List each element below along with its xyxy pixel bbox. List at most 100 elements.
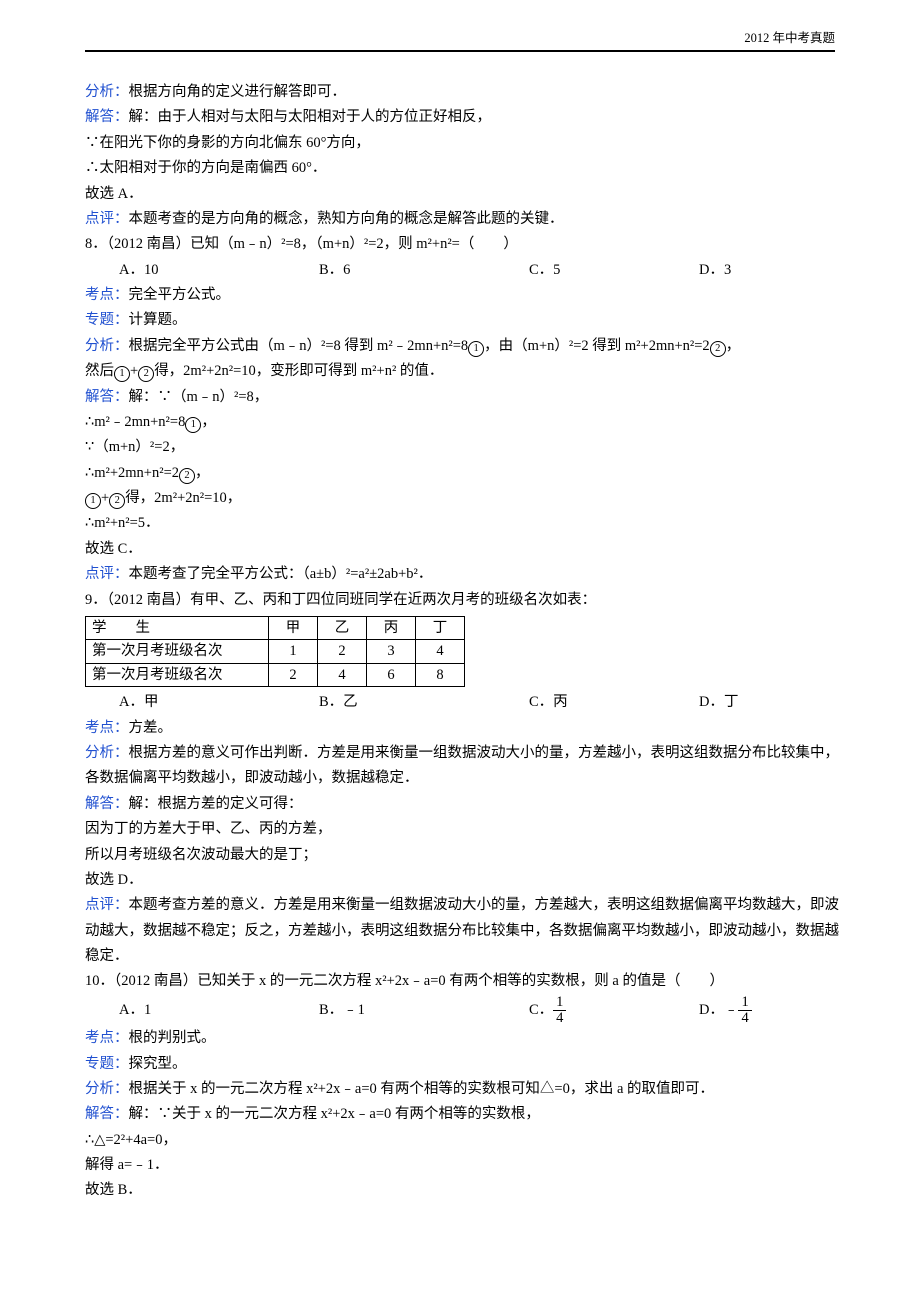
q8-zhuanti: 计算题。 xyxy=(129,312,187,328)
q8-fenxi-2a: 然后 xyxy=(85,363,114,379)
q8-opt-b: B．6 xyxy=(319,258,529,283)
circled-1-icon: 1 xyxy=(85,493,101,509)
q8-jieda-l2b: ， xyxy=(201,414,216,430)
q8-fenxi-1c: ， xyxy=(726,338,741,354)
q9-r2c1: 2 xyxy=(269,663,318,686)
q9-jieda-l4: 故选 D． xyxy=(85,868,845,893)
label-dianping: 点评： xyxy=(85,897,129,913)
q10-opt-c-pre: C． xyxy=(529,1002,553,1018)
q10-fenxi: 根据关于 x 的一元二次方程 x²+2x﹣a=0 有两个相等的实数根可知△=0，… xyxy=(129,1081,715,1097)
label-fenxi: 分析： xyxy=(85,745,129,761)
label-jieda: 解答： xyxy=(85,109,129,125)
label-fenxi: 分析： xyxy=(85,338,129,354)
label-zhuanti: 专题： xyxy=(85,1056,129,1072)
q8-opt-d: D．3 xyxy=(699,258,819,283)
q9-kaodian: 方差。 xyxy=(129,720,173,736)
label-fenxi: 分析： xyxy=(85,84,129,100)
table-row: 第一次月考班级名次 2 4 6 8 xyxy=(86,663,465,686)
q9-stem: 9．（2012 南昌）有甲、乙、丙和丁四位同班同学在近两次月考的班级名次如表： xyxy=(85,588,845,613)
q9-opt-a: A．甲 xyxy=(85,690,319,715)
q8-jieda-l3: ∵（m+n）²=2， xyxy=(85,435,845,460)
q8-fenxi-1a: 根据完全平方公式由（m﹣n）²=8 得到 m²﹣2mn+n²=8 xyxy=(129,338,469,354)
q7-jieda-l1: 解：由于人相对与太阳与太阳相对于人的方位正好相反， xyxy=(129,109,492,125)
q10-opt-d: D．﹣14 xyxy=(699,995,819,1026)
q8-kaodian: 完全平方公式。 xyxy=(129,287,231,303)
q10-jieda-l3: 解得 a=﹣1． xyxy=(85,1153,845,1178)
q9-opt-d: D．丁 xyxy=(699,690,819,715)
q10-kaodian: 根的判别式。 xyxy=(129,1030,216,1046)
q8-jieda-l4a: ∴m²+2mn+n²=2 xyxy=(85,465,179,481)
q9-r2c2: 4 xyxy=(318,663,367,686)
q7-jieda-l4: 故选 A． xyxy=(85,182,845,207)
q9-options: A．甲 B．乙 C．丙 D．丁 xyxy=(85,690,845,715)
frac-den: 4 xyxy=(553,1011,566,1026)
q8-jieda-l5b: + xyxy=(101,490,109,506)
q8-jieda-l6: ∴m²+n²=5． xyxy=(85,511,845,536)
circled-2-icon: 2 xyxy=(179,468,195,484)
label-kaodian: 考点： xyxy=(85,287,129,303)
q9-r1c1: 1 xyxy=(269,640,318,663)
q9-r2c4: 8 xyxy=(416,663,465,686)
label-fenxi: 分析： xyxy=(85,1081,129,1097)
label-jieda: 解答： xyxy=(85,1106,129,1122)
label-kaodian: 考点： xyxy=(85,720,129,736)
q9-r1c0: 第一次月考班级名次 xyxy=(86,640,269,663)
q10-opt-a: A．1 xyxy=(85,998,319,1023)
circled-1-icon: 1 xyxy=(185,417,201,433)
q10-options: A．1 B．﹣1 C．14 D．﹣14 xyxy=(85,995,845,1026)
q9-r0c0: 学 生 xyxy=(86,616,269,639)
q7-jieda-l3: ∴太阳相对于你的方向是南偏西 60°． xyxy=(85,156,845,181)
q9-dianping: 本题考查方差的意义．方差是用来衡量一组数据波动大小的量，方差越大，表明这组数据偏… xyxy=(85,897,839,964)
q9-r1c2: 2 xyxy=(318,640,367,663)
q9-opt-c: C．丙 xyxy=(529,690,699,715)
q8-fenxi-1b: ，由（m+n）²=2 得到 m²+2mn+n²=2 xyxy=(484,338,710,354)
q9-opt-b: B．乙 xyxy=(319,690,529,715)
circled-2-icon: 2 xyxy=(710,341,726,357)
q8-jieda-l5c: 得，2m²+2n²=10， xyxy=(125,490,241,506)
q9-jieda-l2: 因为丁的方差大于甲、乙、丙的方差， xyxy=(85,817,845,842)
frac-den: 4 xyxy=(738,1011,751,1026)
frac-num: 1 xyxy=(553,995,566,1011)
q9-r1c4: 4 xyxy=(416,640,465,663)
q8-jieda-l2a: ∴m²﹣2mn+n²=8 xyxy=(85,414,185,430)
q8-dianping: 本题考查了完全平方公式：（a±b）²=a²±2ab+b²． xyxy=(129,566,433,582)
content: 分析：根据方向角的定义进行解答即可． 解答：解：由于人相对与太阳与太阳相对于人的… xyxy=(85,80,845,1204)
q9-r2c3: 6 xyxy=(367,663,416,686)
table-row: 第一次月考班级名次 1 2 3 4 xyxy=(86,640,465,663)
q8-fenxi-2c: 得，2m²+2n²=10，变形即可得到 m²+n² 的值． xyxy=(154,363,443,379)
q9-r1c3: 3 xyxy=(367,640,416,663)
q8-jieda-l7: 故选 C． xyxy=(85,537,845,562)
q9-r0c4: 丁 xyxy=(416,616,465,639)
circled-2-icon: 2 xyxy=(138,366,154,382)
q8-stem: 8．（2012 南昌）已知（m﹣n）²=8，（m+n）²=2，则 m²+n²=（… xyxy=(85,232,845,257)
circled-2-icon: 2 xyxy=(109,493,125,509)
q10-jieda-l2: ∴△=2²+4a=0， xyxy=(85,1128,845,1153)
q9-r2c0: 第一次月考班级名次 xyxy=(86,663,269,686)
label-dianping: 点评： xyxy=(85,566,129,582)
q10-jieda-l4: 故选 B． xyxy=(85,1178,845,1203)
q9-r0c1: 甲 xyxy=(269,616,318,639)
fraction-icon: 14 xyxy=(738,995,751,1026)
q8-opt-a: A．10 xyxy=(85,258,319,283)
label-jieda: 解答： xyxy=(85,389,129,405)
q7-jieda-l2: ∵在阳光下你的身影的方向北偏东 60°方向， xyxy=(85,131,845,156)
fraction-icon: 14 xyxy=(553,995,566,1026)
q7-dianping: 本题考查的是方向角的概念，熟知方向角的概念是解答此题的关键． xyxy=(129,211,564,227)
q9-r0c2: 乙 xyxy=(318,616,367,639)
q8-options: A．10 B．6 C．5 D．3 xyxy=(85,258,845,283)
label-zhuanti: 专题： xyxy=(85,312,129,328)
circled-1-icon: 1 xyxy=(114,366,130,382)
q8-jieda-l1: 解：∵（m﹣n）²=8， xyxy=(129,389,269,405)
q9-fenxi: 根据方差的意义可作出判断．方差是用来衡量一组数据波动大小的量，方差越小，表明这组… xyxy=(85,745,839,786)
q9-r0c3: 丙 xyxy=(367,616,416,639)
q9-jieda-l1: 解：根据方差的定义可得： xyxy=(129,796,303,812)
circled-1-icon: 1 xyxy=(468,341,484,357)
label-jieda: 解答： xyxy=(85,796,129,812)
q7-fenxi: 根据方向角的定义进行解答即可． xyxy=(129,84,347,100)
q9-table: 学 生 甲 乙 丙 丁 第一次月考班级名次 1 2 3 4 第一次月考班级名次 … xyxy=(85,616,465,687)
q10-jieda-l1: 解：∵关于 x 的一元二次方程 x²+2x﹣a=0 有两个相等的实数根， xyxy=(129,1106,540,1122)
q10-zhuanti: 探究型。 xyxy=(129,1056,187,1072)
q8-jieda-l4b: ， xyxy=(195,465,210,481)
header-rule xyxy=(85,50,835,52)
q10-opt-c: C．14 xyxy=(529,995,699,1026)
